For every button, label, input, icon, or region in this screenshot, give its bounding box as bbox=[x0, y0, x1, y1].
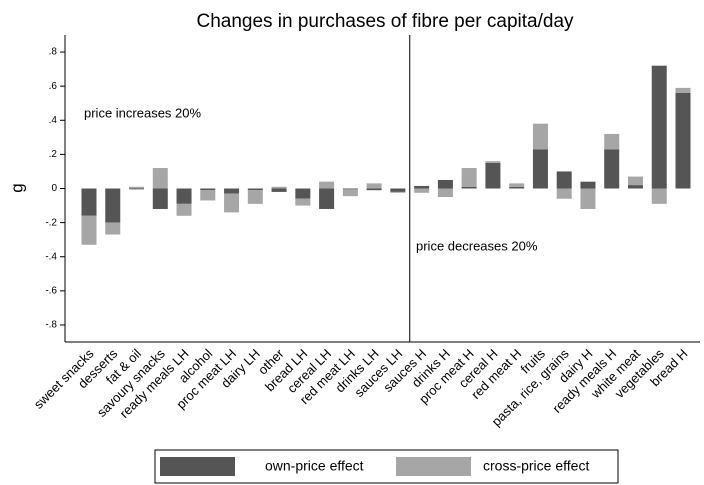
bar bbox=[81, 215, 97, 245]
bar bbox=[366, 183, 382, 189]
bar bbox=[651, 188, 667, 204]
y-axis-label: g bbox=[7, 183, 26, 192]
annotation: price increases 20% bbox=[84, 105, 201, 120]
legend-swatch bbox=[160, 457, 235, 476]
y-tick-label: .2 bbox=[49, 149, 58, 160]
bar bbox=[342, 189, 358, 197]
bar bbox=[247, 190, 263, 204]
annotation: price decreases 20% bbox=[416, 238, 538, 253]
bar bbox=[224, 188, 240, 194]
bar bbox=[437, 179, 453, 189]
bar bbox=[366, 188, 382, 191]
bar bbox=[200, 188, 216, 191]
bar bbox=[485, 162, 501, 189]
legend-swatch bbox=[396, 457, 471, 476]
y-tick-label: .8 bbox=[49, 47, 58, 58]
bar bbox=[200, 190, 216, 201]
bar bbox=[295, 188, 311, 199]
y-tick-label: .6 bbox=[49, 81, 58, 92]
y-tick-label: -.6 bbox=[45, 285, 57, 296]
bar bbox=[627, 176, 643, 186]
bar bbox=[509, 183, 525, 187]
bar bbox=[532, 123, 548, 150]
bar bbox=[129, 188, 145, 190]
bar bbox=[675, 87, 691, 93]
bar bbox=[224, 193, 240, 213]
bar bbox=[651, 65, 667, 189]
bar bbox=[532, 149, 548, 189]
bar bbox=[437, 188, 453, 198]
bar bbox=[675, 92, 691, 189]
bar bbox=[295, 198, 311, 206]
bar bbox=[509, 186, 525, 189]
legend-label: own-price effect bbox=[265, 458, 364, 474]
bar bbox=[81, 188, 97, 216]
bar bbox=[580, 181, 596, 189]
bar bbox=[271, 188, 287, 192]
y-tick-label: -.8 bbox=[45, 320, 57, 331]
bar bbox=[604, 133, 620, 150]
bar bbox=[390, 188, 406, 192]
bar bbox=[342, 188, 358, 190]
bar bbox=[105, 222, 121, 235]
bar bbox=[461, 186, 477, 189]
bar bbox=[105, 188, 121, 223]
bar bbox=[152, 188, 168, 209]
chart-title: Changes in purchases of fibre per capita… bbox=[196, 11, 574, 32]
bar bbox=[152, 168, 168, 189]
legend-label: cross-price effect bbox=[483, 458, 589, 474]
bar bbox=[627, 185, 643, 189]
y-tick-label: .4 bbox=[49, 115, 58, 126]
bar bbox=[414, 188, 430, 193]
y-tick-label: -.2 bbox=[45, 217, 57, 228]
y-tick-label: -.4 bbox=[45, 251, 57, 262]
bar bbox=[604, 149, 620, 189]
bar bbox=[129, 186, 145, 189]
bar bbox=[556, 171, 572, 189]
bar bbox=[461, 168, 477, 187]
bar bbox=[485, 161, 501, 163]
bar bbox=[176, 188, 192, 204]
bar bbox=[319, 181, 335, 189]
bar bbox=[390, 191, 406, 193]
bar bbox=[271, 186, 287, 189]
y-tick-label: 0 bbox=[51, 183, 57, 194]
bar bbox=[319, 188, 335, 209]
bar bbox=[247, 188, 263, 191]
bar bbox=[176, 203, 192, 216]
bar bbox=[414, 185, 430, 189]
bar bbox=[580, 188, 596, 209]
bar bbox=[556, 188, 572, 199]
